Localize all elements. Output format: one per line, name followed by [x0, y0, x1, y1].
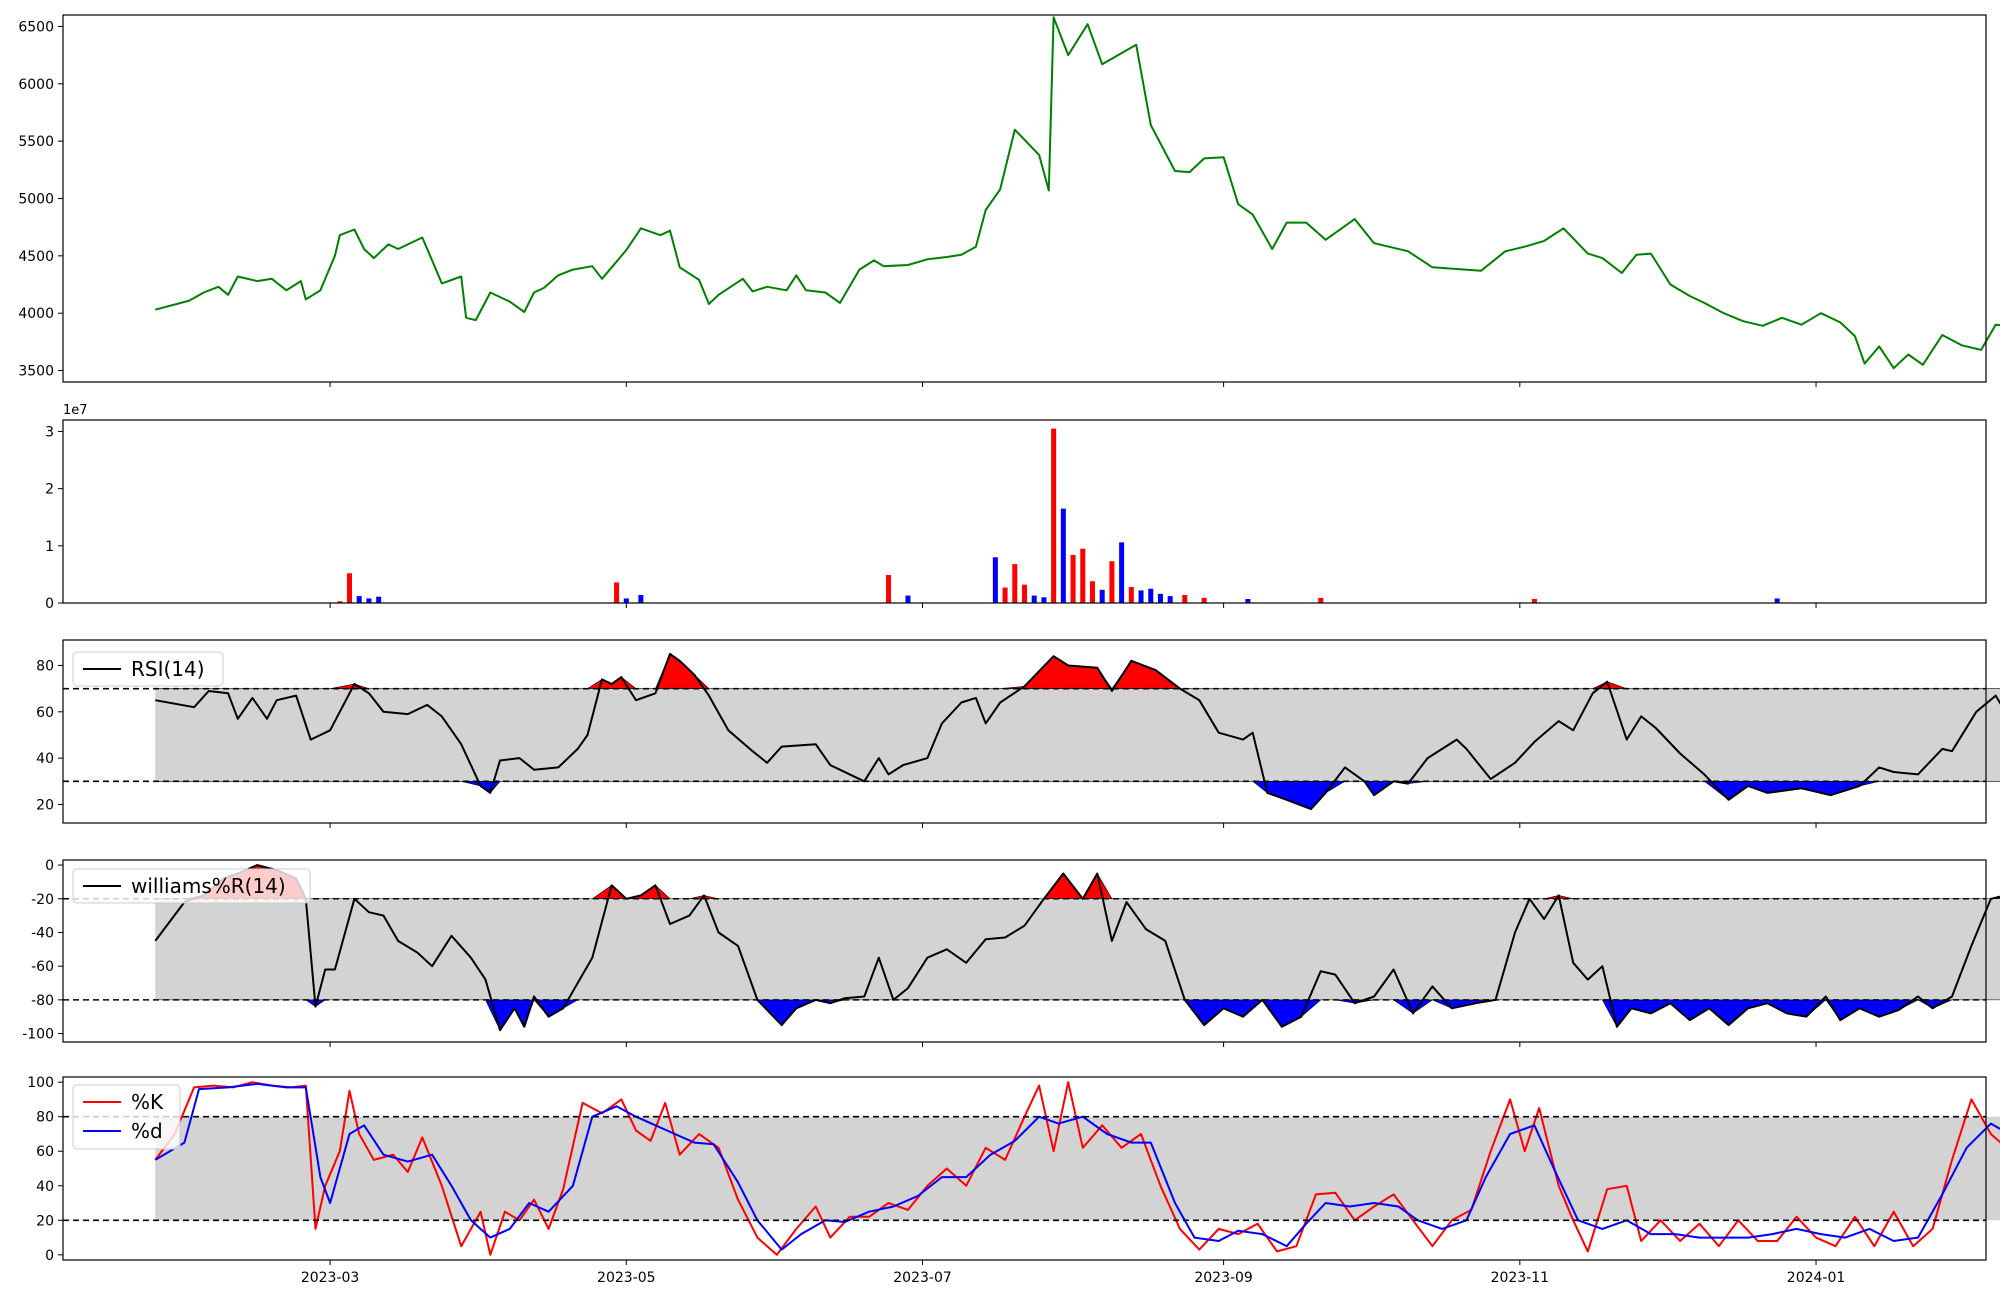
y-tick-label: 20 [36, 1213, 54, 1229]
volume-bar [1002, 587, 1008, 603]
y-tick-label: 0 [45, 858, 54, 874]
volume-bar [623, 598, 629, 603]
y-tick-label: -60 [31, 959, 54, 975]
x-tick-label: 2023-05 [597, 1270, 656, 1286]
volume-bar [1148, 588, 1154, 603]
legend-box [72, 651, 224, 687]
y-tick-label: 80 [36, 658, 54, 674]
y-tick-label: 40 [36, 1179, 54, 1195]
y-tick-label: 0 [45, 596, 54, 612]
volume-bar [1182, 594, 1188, 603]
y-tick-label: 5000 [18, 192, 54, 208]
y-tick-label: 4000 [18, 306, 54, 322]
volume-axes-frame [62, 419, 1987, 604]
volume-bar [1080, 548, 1086, 603]
volume-bar [1089, 581, 1095, 603]
price-panel: 3500 4000 4500 5000 5500 6000 6500 [18, 14, 2000, 387]
legend-label: %d [131, 1119, 163, 1143]
volume-bar [1041, 597, 1047, 603]
y-tick-label: 4500 [18, 249, 54, 265]
volume-bar [1167, 596, 1173, 603]
volume-bar [1245, 598, 1251, 603]
x-tick-label: 2024-01 [1787, 1270, 1846, 1286]
volume-bar [614, 582, 620, 603]
legend-box [72, 1084, 181, 1150]
y-tick-label: 1 [45, 539, 54, 555]
x-tick-label: 2023-07 [893, 1270, 952, 1286]
y-tick-label: 80 [36, 1110, 54, 1126]
volume-bar [1109, 561, 1115, 603]
price-series-line-0 [155, 16, 2000, 370]
price-axes-frame [62, 14, 1987, 383]
y-tick-label: 5500 [18, 134, 54, 150]
stochastic-neutral-band [155, 1116, 2000, 1221]
rsi-neutral-band [155, 688, 2000, 782]
volume-bar [905, 595, 911, 603]
volume-bar [1031, 595, 1037, 603]
y-tick-label: 20 [36, 797, 54, 813]
volume-bar [1051, 428, 1057, 603]
williams-series-line-0 [154, 864, 2000, 1032]
williams-panel: 0 -20 -40 -60 -80 -100 williams%R(14) [22, 858, 2000, 1047]
volume-bar [1119, 542, 1125, 603]
volume-bar [638, 594, 644, 603]
y-tick-label: 0 [45, 1248, 54, 1264]
volume-bar [366, 598, 372, 603]
x-tick-label: 2023-03 [301, 1270, 360, 1286]
rsi-panel: 20 40 60 80 RSI(14) [36, 639, 2000, 828]
y-tick-label: 3 [45, 424, 54, 440]
rsi-overbought-fill [155, 653, 2000, 690]
y-tick-label: 40 [36, 751, 54, 767]
volume-bar [1138, 590, 1144, 603]
y-tick-label: -20 [31, 892, 54, 908]
x-tick-label: 2023-11 [1491, 1270, 1550, 1286]
volume-bar [1128, 586, 1134, 603]
volume-bar [1012, 564, 1018, 603]
williams-axes-frame [62, 859, 1987, 1043]
volume-panel: 1e7 0 1 2 3 [45, 403, 1987, 612]
williams-neutral-band [155, 898, 2000, 1000]
y-tick-label: 6000 [18, 77, 54, 93]
y-tick-label: 2 [45, 482, 54, 498]
volume-bar [1774, 598, 1780, 603]
volume-bar [1318, 597, 1324, 603]
volume-bar [1022, 584, 1027, 603]
rsi-axes-frame [62, 639, 1987, 824]
stochastic-panel: 0 20 40 60 80 100 %K %d 2023-03 2023-05 2023-07 202… [27, 1075, 2000, 1286]
legend-label: RSI(14) [131, 657, 205, 681]
stochastic-series-line-1 [154, 1082, 2000, 1251]
y-tick-label: -100 [22, 1027, 54, 1043]
y-tick-label: 100 [27, 1075, 54, 1091]
volume-bar [1201, 597, 1207, 603]
volume-bar [1060, 508, 1066, 603]
rsi-series-line-0 [155, 652, 2000, 811]
y-tick-label: -40 [31, 925, 54, 941]
volume-bar [337, 601, 343, 603]
volume-bar [886, 574, 892, 603]
y-tick-label: 60 [36, 1144, 54, 1160]
volume-bar [992, 557, 998, 603]
legend-label: williams%R(14) [131, 874, 286, 898]
volume-bar [1070, 554, 1076, 603]
y-tick-label: 60 [36, 705, 54, 721]
volume-bar [376, 596, 382, 603]
volume-bar [1099, 589, 1105, 603]
williams-oversold-fill [155, 999, 2000, 1031]
volume-bar [1531, 598, 1537, 603]
y-tick-label: -80 [31, 993, 54, 1009]
volume-bar [1157, 593, 1163, 603]
volume-bar [347, 573, 353, 603]
x-tick-label: 2023-09 [1194, 1270, 1253, 1286]
stochastic-series-line-0 [154, 1081, 2000, 1256]
y-tick-label: 3500 [18, 364, 54, 380]
volume-offset-text: 1e7 [63, 403, 88, 418]
legend-box [72, 868, 311, 904]
legend-label: %K [131, 1090, 164, 1114]
volume-bar [356, 596, 362, 603]
y-tick-label: 6500 [18, 19, 54, 35]
stochastic-axes-frame [62, 1076, 1987, 1261]
